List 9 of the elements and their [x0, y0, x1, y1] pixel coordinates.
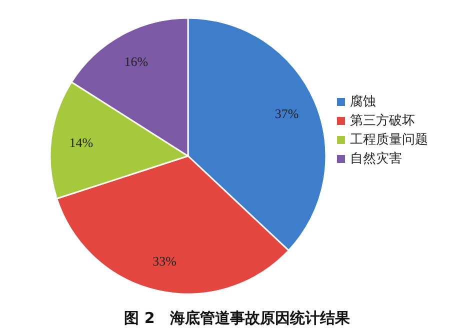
data-label: 37%	[274, 106, 299, 121]
legend-label: 第三方破坏	[350, 112, 415, 128]
legend-label: 工程质量问题	[350, 132, 428, 148]
data-label: 14%	[69, 135, 94, 150]
legend-label: 自然灾害	[350, 150, 402, 166]
data-label: 16%	[124, 54, 148, 70]
text: 图 2 海底管道事故原因统计结果	[124, 309, 351, 327]
legend-label: 腐蚀	[350, 94, 376, 110]
data-label: 33%	[152, 254, 177, 269]
